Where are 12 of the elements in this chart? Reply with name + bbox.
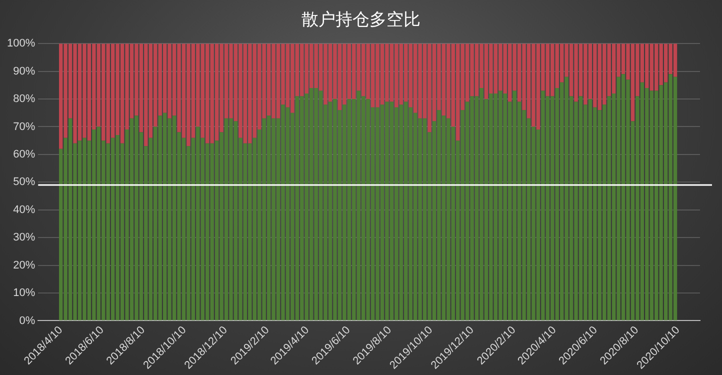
y-tick-label: 0% — [19, 314, 36, 327]
y-tick-label: 60% — [13, 148, 36, 160]
y-tick-label: 10% — [13, 287, 36, 300]
y-tick-label: 70% — [13, 120, 36, 133]
chart-title: 散户持仓多空比 — [300, 9, 422, 31]
y-tick-label: 90% — [13, 65, 36, 78]
y-tick-label: 50% — [13, 176, 36, 188]
y-tick-label: 40% — [13, 204, 36, 216]
y-tick-label: 30% — [13, 232, 36, 244]
y-tick-label: 80% — [13, 93, 36, 106]
y-tick-label: 100% — [6, 38, 36, 50]
y-tick-label: 20% — [13, 259, 36, 272]
